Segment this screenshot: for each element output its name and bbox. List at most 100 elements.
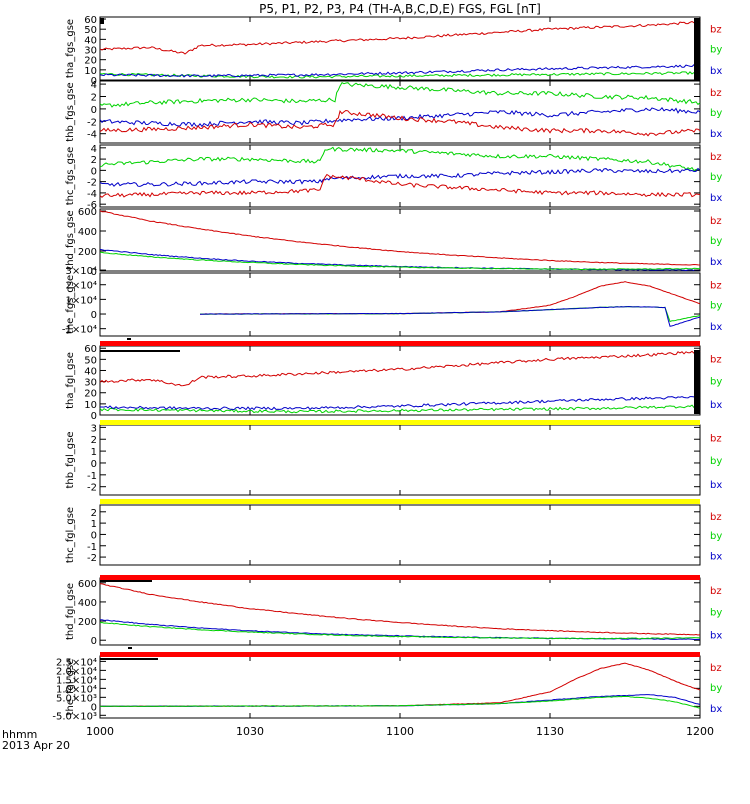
panel-7-ytick-label-3: 1 bbox=[91, 447, 97, 458]
panel-8-legend-bz: bz bbox=[710, 512, 722, 523]
panel-3-ytick-label-0: -6 bbox=[87, 200, 97, 211]
panel-5-ytick-label-4: 3×10⁴ bbox=[66, 266, 97, 277]
panel-3-frame bbox=[99, 144, 701, 208]
x-tick-label-1: 1030 bbox=[236, 725, 264, 738]
panel-3-series-by bbox=[99, 146, 701, 172]
panel-6-series-bz bbox=[99, 349, 701, 387]
panel-10-ytick-label-0: -5.0×10³ bbox=[52, 711, 97, 722]
panel-10-series-by bbox=[99, 695, 701, 709]
x-tick-label-2: 1100 bbox=[386, 725, 414, 738]
gap-dot-2 bbox=[128, 647, 132, 649]
gap-segment-1 bbox=[100, 350, 180, 352]
panel-4-ytick-label-2: 400 bbox=[78, 227, 97, 238]
panel-1-series-bx bbox=[99, 64, 701, 78]
gap-marker-left-1 bbox=[100, 18, 104, 24]
panel-5-legend-bz: bz bbox=[710, 280, 722, 291]
panel-7-frame bbox=[99, 424, 701, 496]
panel-6-legend-bz: bz bbox=[710, 354, 722, 365]
gap-segment-2 bbox=[100, 580, 152, 582]
panel-4-series-by bbox=[100, 251, 700, 271]
panel-10-ytick-label-2: 5.0×10³ bbox=[56, 693, 97, 704]
panel-9-legend-bz: bz bbox=[710, 586, 722, 597]
panel-8-frame bbox=[99, 504, 701, 566]
panel-10-y-label: the_fgl_gse bbox=[65, 659, 76, 716]
panel-4-ytick-label-3: 600 bbox=[78, 207, 97, 218]
panel-10-ytick-label-6: 2.5×10⁴ bbox=[56, 657, 97, 668]
panel-1-ytick-label-4: 40 bbox=[84, 35, 97, 46]
panel-5-series-bz bbox=[199, 281, 701, 315]
panel-5-ytick-label-1: 0 bbox=[91, 310, 97, 321]
panel-8-ytick-label-0: -2 bbox=[87, 553, 97, 564]
panel-3-series-bx bbox=[99, 167, 701, 187]
panel-7-legend-bz: bz bbox=[710, 434, 722, 445]
panel-7-y-label: thb_fgl_gse bbox=[65, 432, 76, 489]
panel-10-series-bz bbox=[99, 662, 701, 708]
panel-7-ytick-label-0: -2 bbox=[87, 483, 97, 494]
panel-4-ytick-label-0: 0 bbox=[91, 267, 97, 278]
panel-6-y-label: tha_fgl_gse bbox=[65, 352, 76, 409]
panel-4-ytick-label-1: 200 bbox=[78, 247, 97, 258]
panel-9-ytick-label-1: 200 bbox=[78, 617, 97, 628]
panel-6-ytick-label-5: 50 bbox=[84, 355, 97, 366]
panel-4-frame bbox=[99, 208, 701, 272]
panel-2-series-by bbox=[99, 82, 701, 108]
panel-3-ytick-label-5: 4 bbox=[91, 144, 97, 155]
panel-6-legend-by: by bbox=[710, 377, 722, 388]
quality-bar-red-2 bbox=[100, 575, 700, 580]
panel-7-ytick-label-4: 2 bbox=[91, 435, 97, 446]
panel-6-ytick-label-6: 60 bbox=[84, 344, 97, 355]
quality-bar-red-3 bbox=[100, 652, 700, 657]
panel-1-ytick-label-2: 20 bbox=[84, 56, 97, 67]
panel-2-ytick-label-2: 0 bbox=[91, 105, 97, 116]
gap-marker-right-1 bbox=[694, 18, 700, 80]
panel-6-series-bx bbox=[100, 396, 701, 411]
panel-2-series-bz bbox=[99, 109, 701, 137]
panel-9-legend-by: by bbox=[710, 608, 722, 619]
panel-4-legend-bx: bx bbox=[710, 257, 722, 268]
panel-6-series-by bbox=[99, 404, 701, 414]
panel-1-legend-bx: bx bbox=[710, 66, 722, 77]
panel-10-ytick-label-5: 2.0×10⁴ bbox=[56, 666, 97, 677]
panel-1-ytick-label-3: 30 bbox=[84, 46, 97, 57]
panel-4-series-bz bbox=[99, 210, 701, 266]
x-tick-label-0: 1000 bbox=[86, 725, 114, 738]
panel-9-ytick-label-2: 400 bbox=[78, 598, 97, 609]
panel-3-legend-bz: bz bbox=[710, 152, 722, 163]
panel-8-ytick-label-3: 1 bbox=[91, 519, 97, 530]
panel-1-ytick-label-1: 10 bbox=[84, 66, 97, 77]
panel-9-ytick-label-0: 0 bbox=[91, 636, 97, 647]
panel-1-legend-bz: bz bbox=[710, 24, 722, 35]
panel-3-ytick-label-4: 2 bbox=[91, 155, 97, 166]
panel-2-y-label: thb_fgs_gse bbox=[65, 82, 76, 141]
panel-5-ytick-label-3: 2×10⁴ bbox=[66, 281, 97, 292]
panel-10-ytick-label-3: 1.0×10⁴ bbox=[56, 684, 97, 695]
panel-8-ytick-label-4: 2 bbox=[91, 508, 97, 519]
panel-8-ytick-label-2: 0 bbox=[91, 530, 97, 541]
panel-5-ytick-label-2: 1×10⁴ bbox=[66, 295, 97, 306]
panel-3-ytick-label-2: -2 bbox=[87, 178, 97, 189]
panel-1-ytick-label-6: 60 bbox=[84, 15, 97, 26]
panel-1-ytick-label-5: 50 bbox=[84, 25, 97, 36]
panel-5-frame bbox=[99, 272, 701, 337]
panel-1-ytick-label-0: 0 bbox=[91, 76, 97, 87]
panel-7-legend-bx: bx bbox=[710, 480, 722, 491]
panel-10-ytick-label-4: 1.5×10⁴ bbox=[56, 675, 97, 686]
panel-2-series-bx bbox=[99, 106, 701, 128]
panel-10-legend-by: by bbox=[710, 683, 722, 694]
panel-4-legend-by: by bbox=[710, 236, 722, 247]
panel-9-legend-bx: bx bbox=[710, 630, 722, 641]
x-tick-label-3: 1130 bbox=[536, 725, 564, 738]
panel-2-ytick-label-0: -4 bbox=[87, 130, 97, 141]
panel-5-series-bx bbox=[200, 305, 701, 327]
panel-6-ytick-label-0: 0 bbox=[91, 411, 97, 422]
panel-2-legend-bz: bz bbox=[710, 88, 722, 99]
panel-2-ytick-label-3: 2 bbox=[91, 93, 97, 104]
panel-6-ytick-label-3: 30 bbox=[84, 378, 97, 389]
quality-bar-red-1 bbox=[100, 341, 700, 346]
panel-8-legend-by: by bbox=[710, 531, 722, 542]
gap-marker-right-2 bbox=[694, 350, 700, 414]
panel-10-legend-bz: bz bbox=[710, 663, 722, 674]
panel-3-y-label: thc_fgs_gse bbox=[65, 147, 76, 206]
panel-3-legend-bx: bx bbox=[710, 193, 722, 204]
panel-8-ytick-label-1: -1 bbox=[87, 542, 97, 553]
